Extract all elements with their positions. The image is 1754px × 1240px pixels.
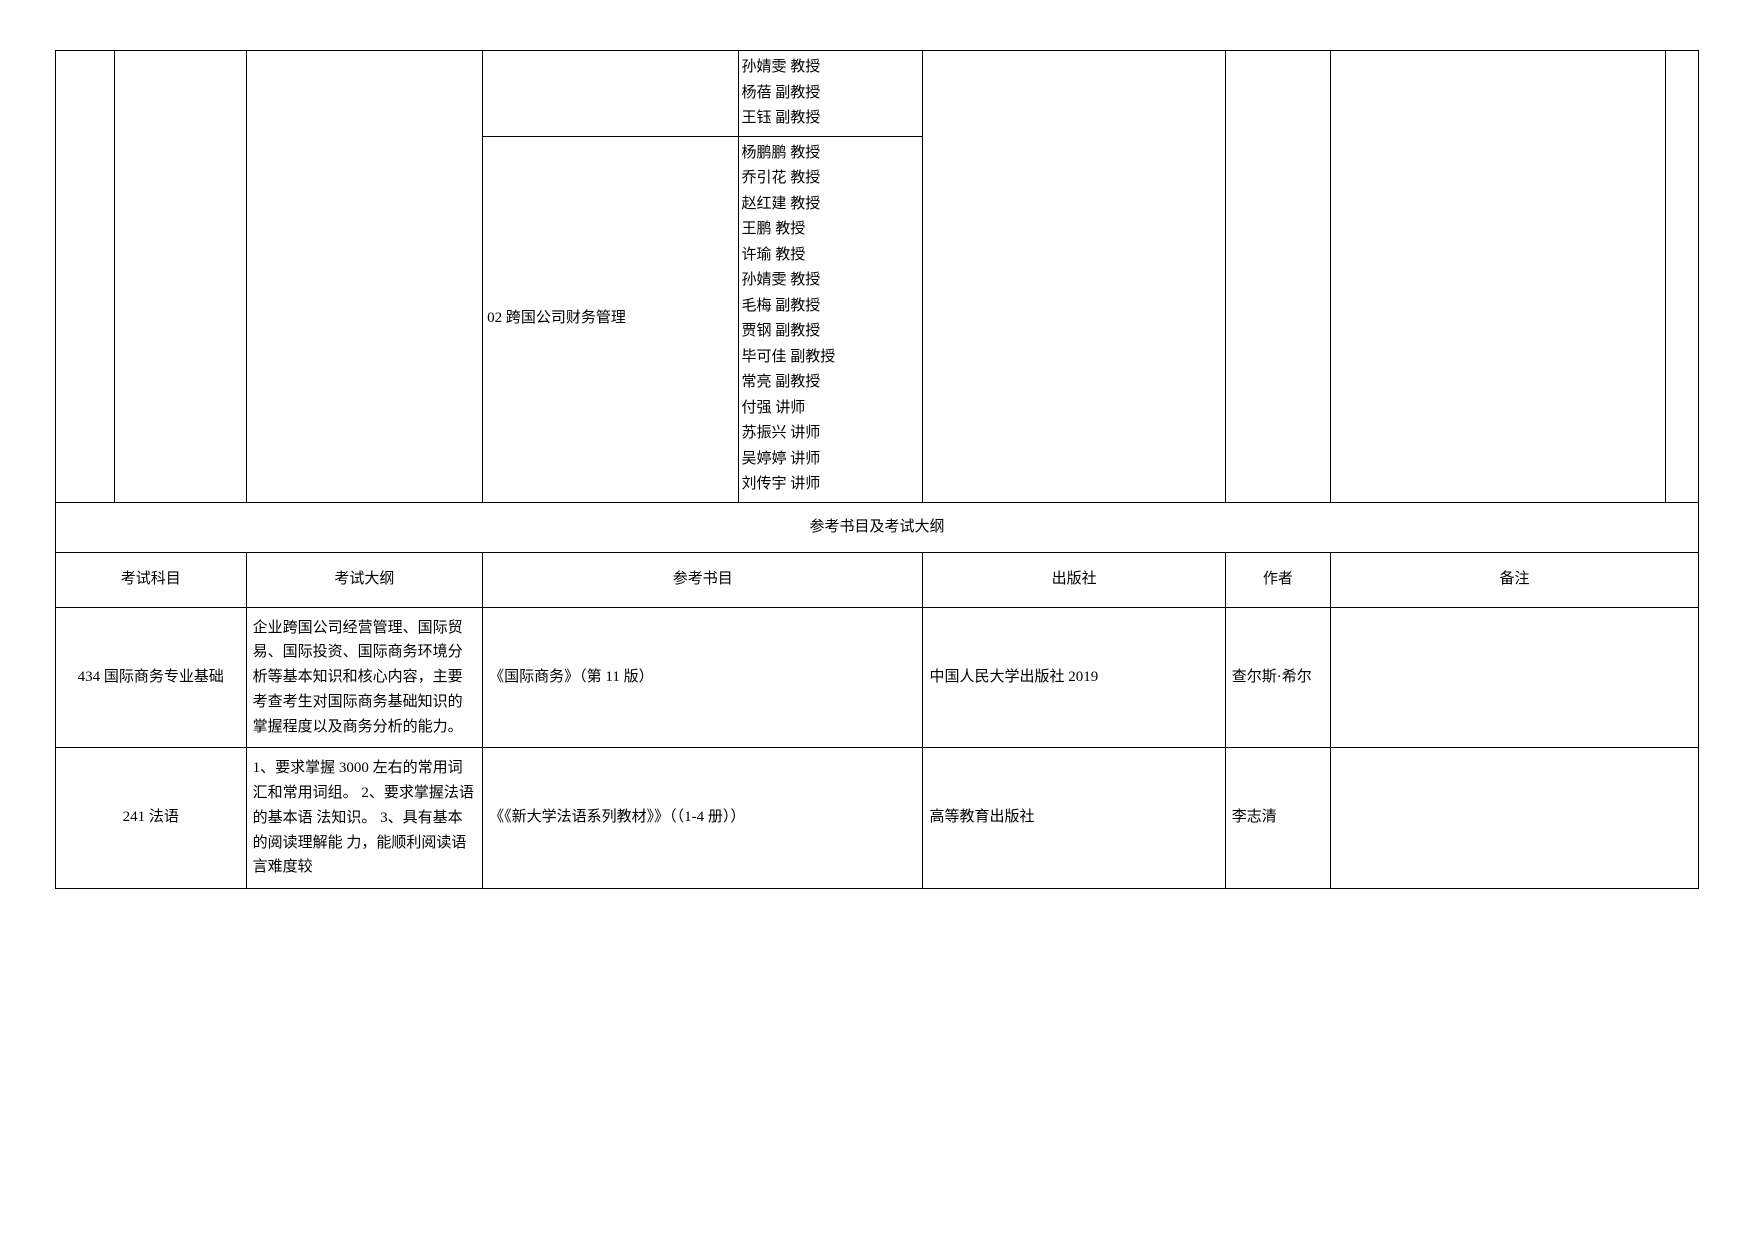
book-cell: 《国际商务》（第 11 版） <box>483 607 923 748</box>
header-outline: 考试大纲 <box>246 553 483 608</box>
faculty-list-2: 杨鹏鹏 教授 乔引花 教授 赵红建 教授 王鹏 教授 许瑜 教授 孙婧雯 教授 … <box>739 136 923 502</box>
author-cell: 李志清 <box>1225 748 1330 889</box>
subject-cell: 434 国际商务专业基础 <box>56 607 247 748</box>
header-publisher: 出版社 <box>923 553 1225 608</box>
header-note: 备注 <box>1330 553 1698 608</box>
book-cell: 《《新大学法语系列教材》》（（1-4 册）） <box>483 748 923 889</box>
empty-cell <box>1225 51 1330 503</box>
empty-cell <box>923 51 1225 503</box>
outline-cell: 企业跨国公司经营管理、国际贸易、国际投资、国际商务环境分析等基本知识和核心内容，… <box>246 607 483 748</box>
section-header-row: 参考书目及考试大纲 <box>56 502 1699 553</box>
faculty-list-1: 孙婧雯 教授 杨蓓 副教授 王钰 副教授 <box>739 51 923 137</box>
note-cell <box>1330 748 1698 889</box>
header-book: 参考书目 <box>483 553 923 608</box>
main-table: 孙婧雯 教授 杨蓓 副教授 王钰 副教授 02 跨国公司财务管理 杨鹏鹏 教授 … <box>55 50 1699 889</box>
direction-cell: 02 跨国公司财务管理 <box>483 136 739 502</box>
publisher-cell: 中国人民大学出版社 2019 <box>923 607 1225 748</box>
data-row: 434 国际商务专业基础 企业跨国公司经营管理、国际贸易、国际投资、国际商务环境… <box>56 607 1699 748</box>
top-row-1: 孙婧雯 教授 杨蓓 副教授 王钰 副教授 <box>56 51 1699 137</box>
section-title: 参考书目及考试大纲 <box>56 502 1699 553</box>
empty-cell <box>1666 51 1699 503</box>
empty-cell <box>483 51 739 137</box>
empty-cell <box>115 51 246 503</box>
header-subject: 考试科目 <box>56 553 247 608</box>
note-cell <box>1330 607 1698 748</box>
outline-cell: 1、要求掌握 3000 左右的常用词汇和常用词组。 2、要求掌握法语的基本语 法… <box>246 748 483 889</box>
header-author: 作者 <box>1225 553 1330 608</box>
empty-cell <box>56 51 115 503</box>
empty-cell <box>246 51 483 503</box>
subject-cell: 241 法语 <box>56 748 247 889</box>
empty-cell <box>1330 51 1665 503</box>
publisher-cell: 高等教育出版社 <box>923 748 1225 889</box>
data-row: 241 法语 1、要求掌握 3000 左右的常用词汇和常用词组。 2、要求掌握法… <box>56 748 1699 889</box>
author-cell: 查尔斯·希尔 <box>1225 607 1330 748</box>
column-headers-row: 考试科目 考试大纲 参考书目 出版社 作者 备注 <box>56 553 1699 608</box>
